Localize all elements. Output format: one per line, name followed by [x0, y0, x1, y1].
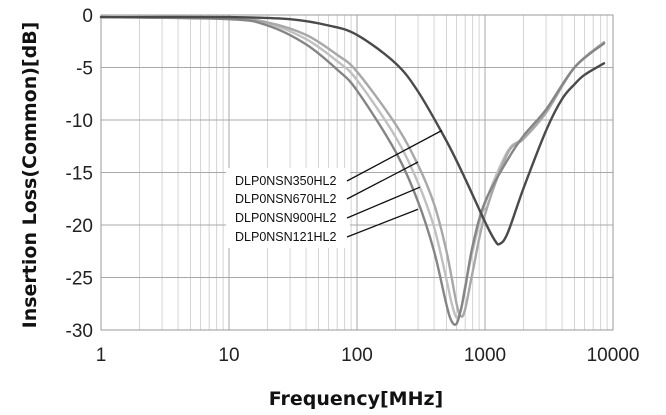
- x-tick-label: 1000: [464, 345, 506, 366]
- plot-area-frame: [100, 14, 614, 331]
- x-axis-ticks: 1 10 100 1000 10000: [96, 345, 640, 366]
- legend-label-DLP0NSN350HL2: DLP0NSN350HL2: [235, 174, 336, 188]
- series-line-DLP0NSN350HL2: [99, 15, 606, 246]
- legend-leader-line: [346, 129, 443, 182]
- y-tick-label: -10: [66, 111, 93, 132]
- legend-label-DLP0NSN900HL2: DLP0NSN900HL2: [235, 211, 336, 225]
- series-layer: [99, 15, 606, 326]
- y-tick-label: -15: [66, 164, 93, 185]
- y-tick-label: -5: [76, 59, 93, 80]
- x-axis-title: Frequency[MHz]: [269, 388, 443, 410]
- x-tick-label: 10: [218, 345, 239, 366]
- legend-leader-line: [346, 208, 419, 238]
- legend-leader-line: [346, 186, 421, 219]
- y-tick-label: 0: [82, 6, 93, 27]
- legend: DLP0NSN350HL2 DLP0NSN670HL2 DLP0NSN900HL2 D…: [226, 129, 443, 248]
- legend-label-DLP0NSN670HL2: DLP0NSN670HL2: [235, 192, 336, 206]
- x-tick-label: 10000: [587, 345, 640, 366]
- legend-label-DLP0NSN121HL2: DLP0NSN121HL2: [235, 230, 336, 244]
- y-tick-label: -30: [66, 321, 93, 342]
- y-tick-label: -20: [66, 216, 93, 237]
- series-line-DLP0NSN121HL2: [99, 15, 606, 326]
- legend-leader-line: [346, 161, 419, 200]
- x-tick-label: 1: [96, 345, 107, 366]
- y-axis-ticks: 0 -5 -10 -15 -20 -25 -30: [66, 6, 93, 342]
- x-tick-label: 100: [341, 345, 373, 366]
- legend-box: [226, 168, 350, 248]
- y-tick-label: -25: [66, 269, 93, 290]
- y-axis-title: Insertion Loss(Common)[dB]: [19, 22, 41, 329]
